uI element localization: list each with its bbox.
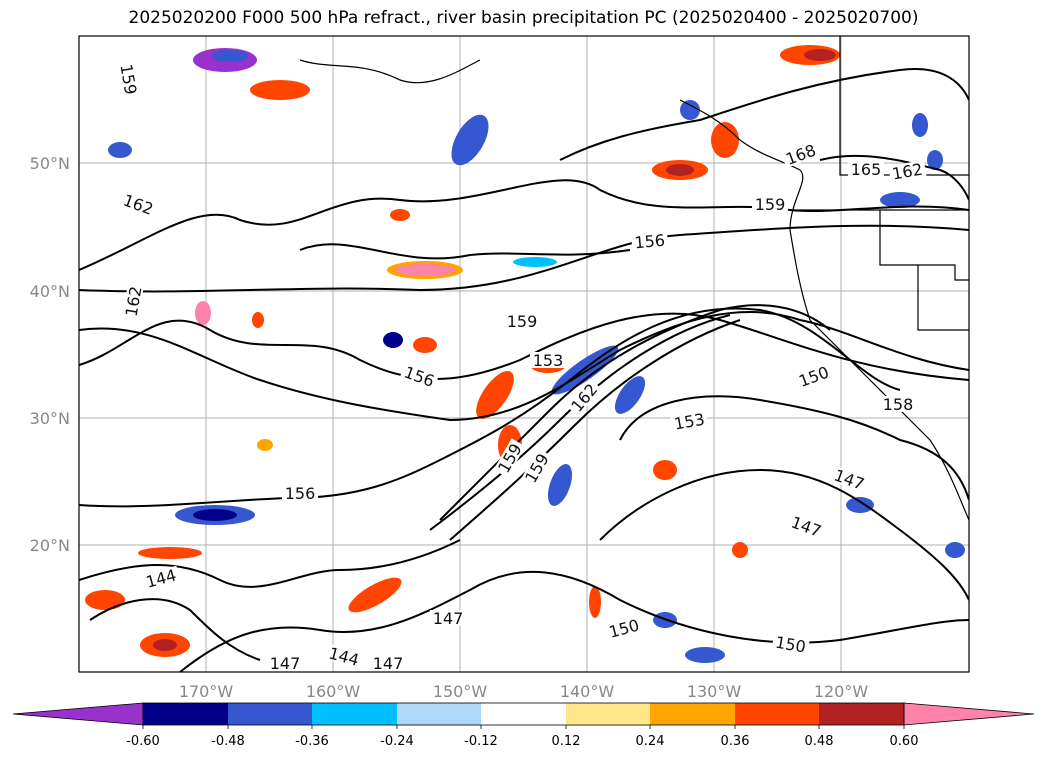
contour-label: 159 xyxy=(755,195,786,214)
colorbar-swatch xyxy=(312,703,397,725)
latitude-label: 50°N xyxy=(30,154,70,173)
contour-label: 156 xyxy=(634,231,666,253)
colorbar-tick-label: 0.48 xyxy=(805,734,834,749)
colorbar-tick-label: -0.36 xyxy=(295,734,329,749)
map-title: 2025020200 F000 500 hPa refract., river … xyxy=(128,8,919,28)
longitude-label: 170°W xyxy=(179,682,234,701)
colorbar: -0.60 -0.48 -0.36 -0.24 -0.12 0.12 0.24 0.36 0.4… xyxy=(12,702,1035,749)
contour-label: 159 xyxy=(507,312,538,331)
longitude-label: 130°W xyxy=(687,682,742,701)
refractivity-contours xyxy=(79,68,969,672)
latitude-labels: 50°N 40°N 30°N 20°N xyxy=(30,154,70,555)
longitude-label: 140°W xyxy=(560,682,615,701)
contour-label: 165 xyxy=(851,160,882,179)
colorbar-extend-high xyxy=(903,702,1035,726)
colorbar-tick-label: -0.24 xyxy=(380,734,414,749)
contour-label: 147 xyxy=(270,654,301,673)
latitude-label: 20°N xyxy=(30,536,70,555)
colorbar-tick-label: 0.60 xyxy=(890,734,919,749)
colorbar-swatch xyxy=(735,703,819,725)
longitude-labels: 170°W 160°W 150°W 140°W 130°W 120°W xyxy=(179,682,869,701)
colorbar-swatch xyxy=(228,703,312,725)
contour-label: 158 xyxy=(883,395,914,414)
colorbar-swatch xyxy=(397,703,481,725)
colorbar-swatch xyxy=(481,703,566,725)
contour-label: 153 xyxy=(533,351,564,370)
colorbar-tick-label: 0.12 xyxy=(552,734,581,749)
contour-label: 147 xyxy=(373,654,404,673)
latitude-label: 40°N xyxy=(30,282,70,301)
colorbar-swatch xyxy=(143,703,228,725)
latitude-label: 30°N xyxy=(30,409,70,428)
colorbar-swatch xyxy=(650,703,735,725)
contour-label: 147 xyxy=(433,609,464,628)
longitude-label: 150°W xyxy=(433,682,488,701)
colorbar-tick-label: -0.12 xyxy=(464,734,498,749)
colorbar-swatch xyxy=(566,703,650,725)
longitude-label: 160°W xyxy=(306,682,361,701)
map-panel xyxy=(79,36,969,672)
colorbar-tick-label: -0.48 xyxy=(211,734,245,749)
colorbar-tick-label: -0.60 xyxy=(126,734,160,749)
contour-label: 156 xyxy=(285,484,316,503)
colorbar-tick-label: 0.24 xyxy=(636,734,665,749)
colorbar-swatch xyxy=(819,703,904,725)
longitude-label: 120°W xyxy=(814,682,869,701)
colorbar-extend-low xyxy=(12,702,144,726)
coastline xyxy=(299,36,969,521)
colorbar-tick-label: 0.36 xyxy=(721,734,750,749)
